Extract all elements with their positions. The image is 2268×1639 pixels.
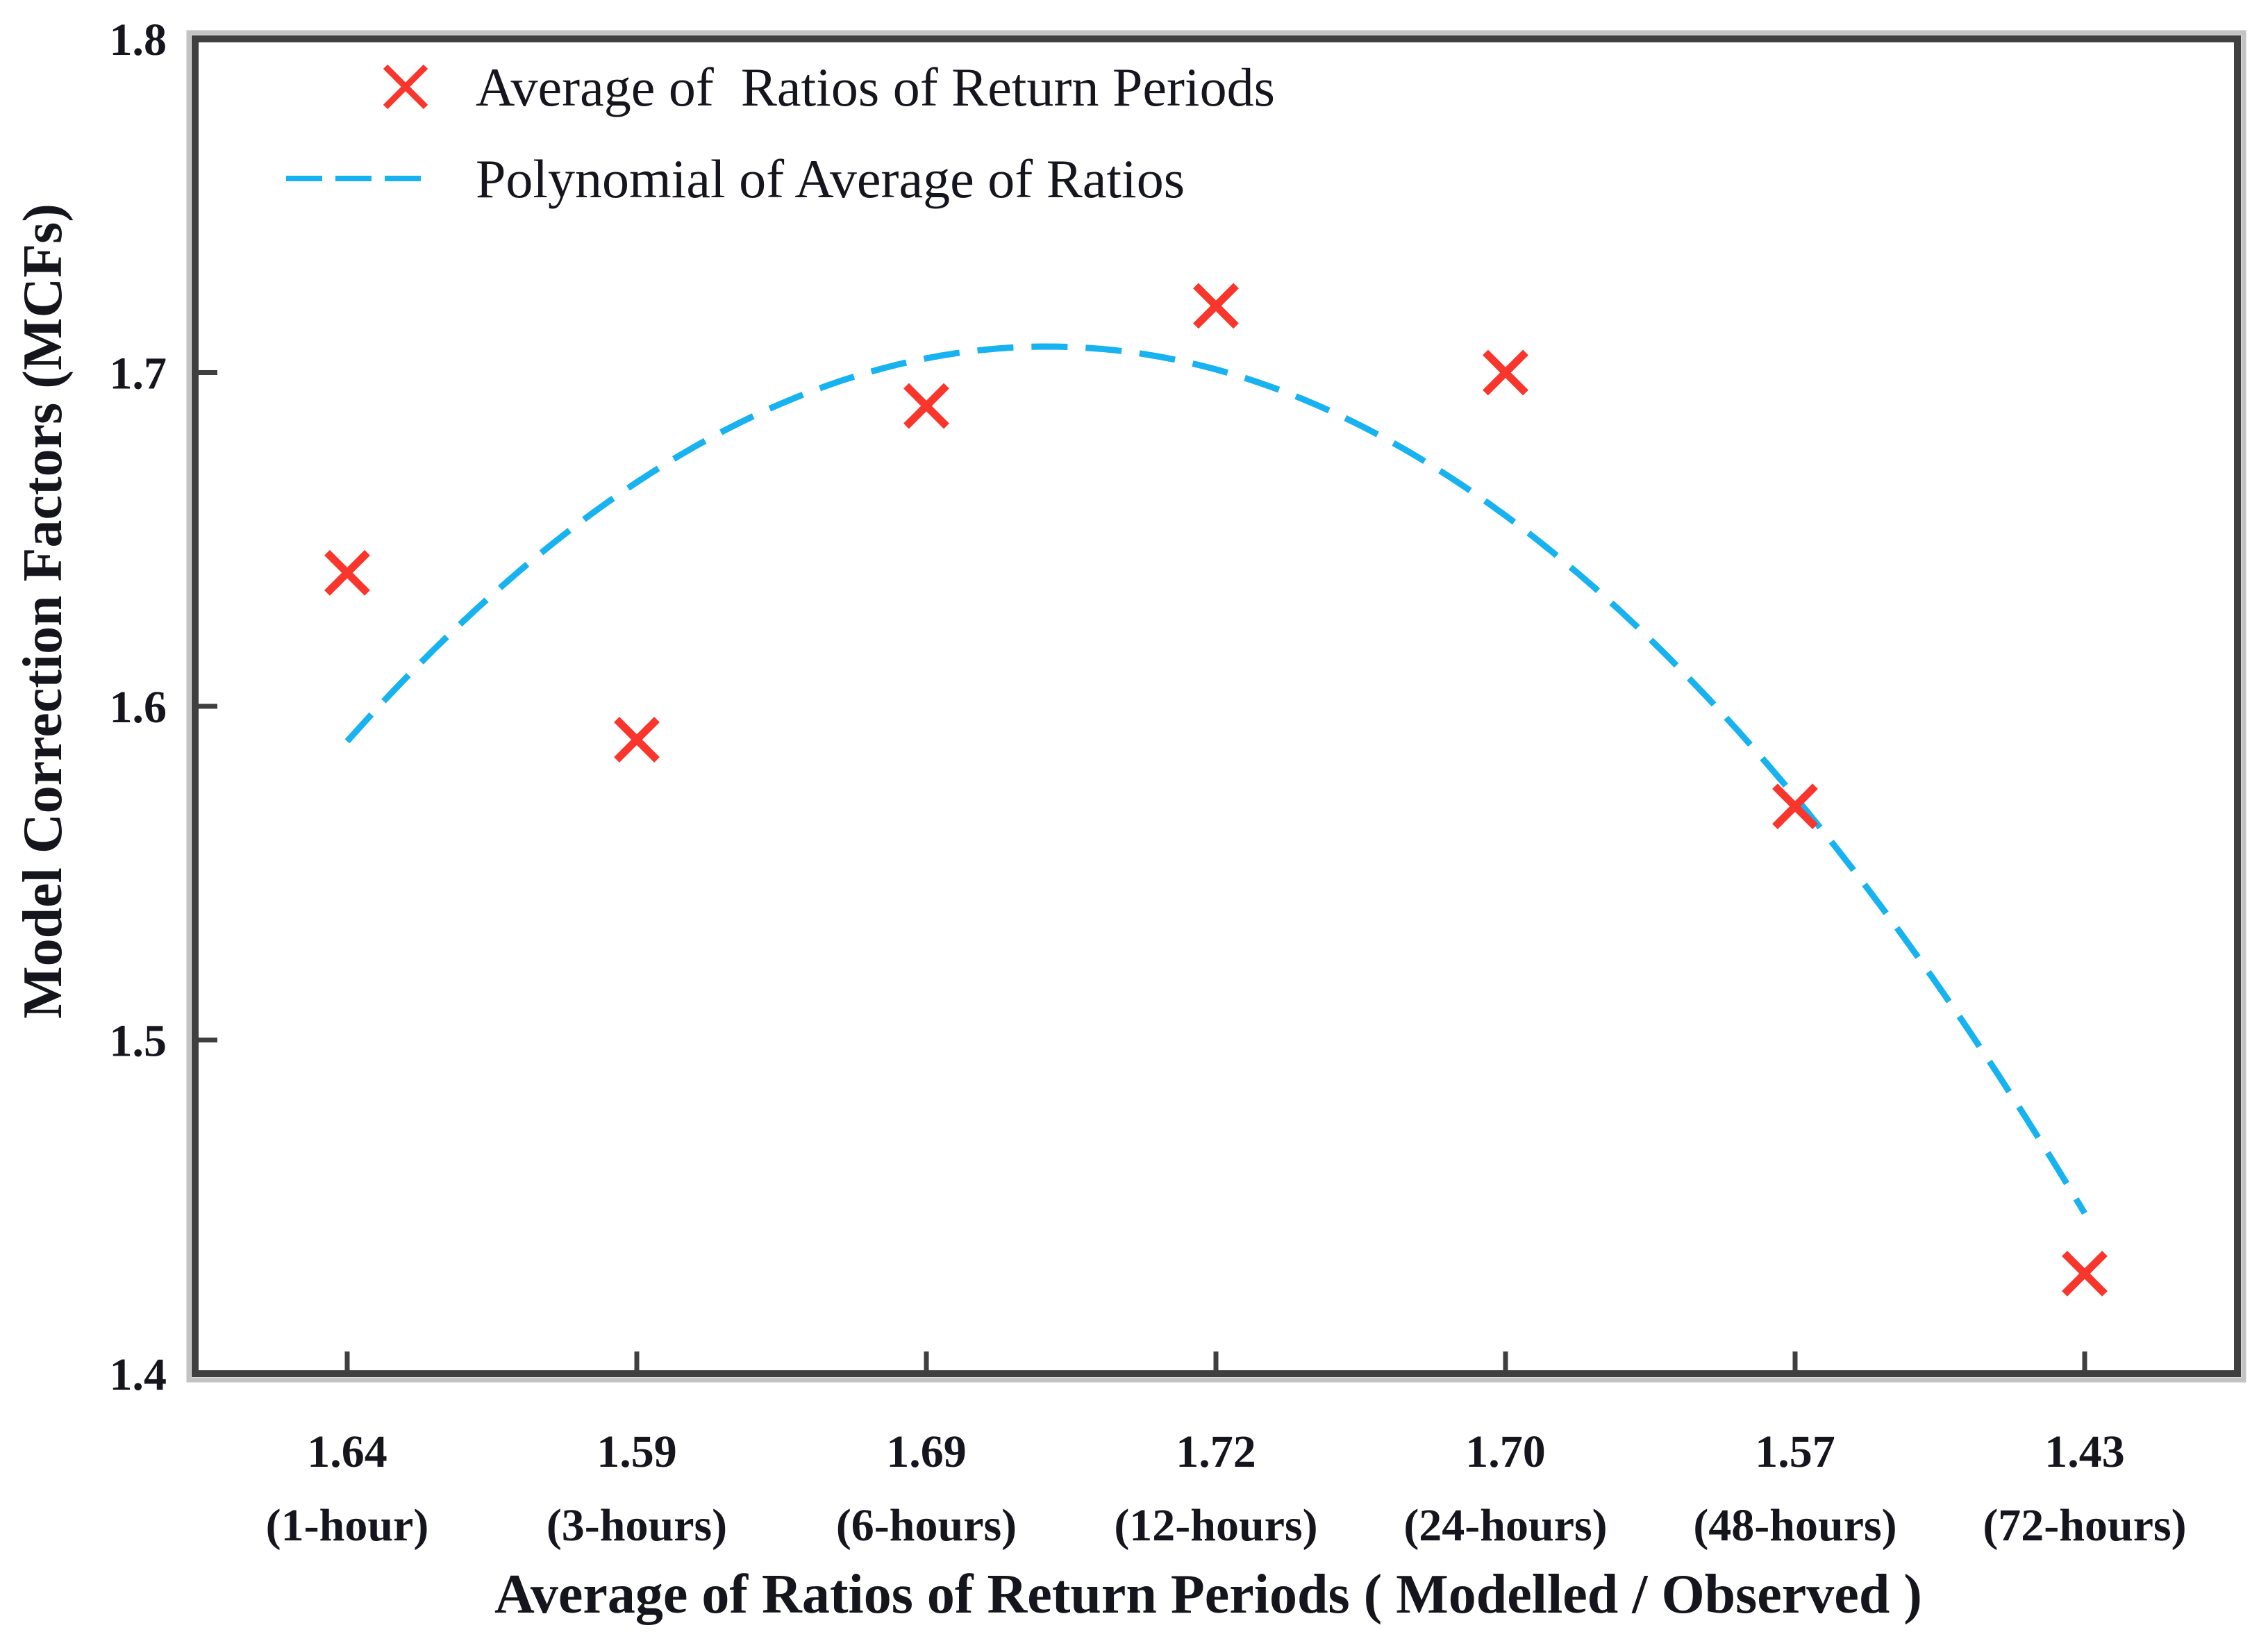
y-axis-title: Model Correction Factors (MCFs)	[12, 203, 74, 1019]
x-tick-period-label: (72-hours)	[1983, 1500, 2186, 1551]
data-point-x-marker	[903, 383, 949, 429]
data-point-x-marker	[1483, 349, 1528, 396]
polynomial-trend-curve	[344, 343, 2087, 1215]
x-tick-value-label: 1.43	[2044, 1426, 2125, 1477]
legend-label-average: Average of Ratios of Return Periods	[476, 57, 1275, 117]
plot-frame-shadow	[186, 30, 2246, 1383]
x-tick-value-label: 1.69	[886, 1426, 967, 1477]
legend-item-polynomial: Polynomial of Average of Ratios	[286, 149, 1185, 209]
x-tick-value-label: 1.64	[307, 1426, 387, 1477]
x-tick-period-label: (12-hours)	[1114, 1500, 1317, 1551]
y-tick-label: 1.8	[110, 15, 167, 65]
x-tick-value-label: 1.57	[1755, 1426, 1835, 1477]
data-point-x-marker	[1193, 283, 1239, 329]
tick-label-layer: 1.8 1.7 1.6 1.5 1.4 1.64 (1-hour) 1.59 (3-hours)…	[110, 15, 2187, 1551]
legend-label-polynomial: Polynomial of Average of Ratios	[476, 149, 1185, 209]
x-tick-value-label: 1.70	[1465, 1426, 1546, 1477]
data-point-x-marker	[324, 549, 370, 596]
x-cross-icon	[383, 64, 428, 110]
x-tick-value-label: 1.72	[1176, 1426, 1256, 1477]
legend: Average of Ratios of Return Periods Poly…	[286, 57, 1275, 209]
x-tick-period-label: (6-hours)	[836, 1500, 1017, 1551]
y-tick-label: 1.4	[110, 1349, 167, 1400]
x-tick-period-label: (48-hours)	[1693, 1500, 1896, 1551]
x-tick-period-label: (3-hours)	[547, 1500, 727, 1551]
plot-frame-layer	[186, 30, 2246, 1383]
data-point-x-marker	[1772, 783, 1818, 830]
data-point-x-marker	[614, 717, 660, 763]
y-tick-label: 1.6	[110, 682, 167, 733]
legend-item-average: Average of Ratios of Return Periods	[383, 57, 1275, 117]
x-tick-period-label: (1-hour)	[266, 1500, 429, 1551]
plot-data-layer	[324, 283, 2108, 1297]
plot-frame	[192, 35, 2241, 1377]
x-tick-period-label: (24-hours)	[1403, 1500, 1607, 1551]
x-axis-title: Average of Ratios of Return Periods ( Mo…	[494, 1564, 1922, 1625]
y-tick-label: 1.5	[110, 1016, 167, 1067]
y-tick-label: 1.7	[110, 349, 167, 399]
x-tick-value-label: 1.59	[597, 1426, 677, 1477]
data-point-x-marker	[2062, 1250, 2108, 1297]
